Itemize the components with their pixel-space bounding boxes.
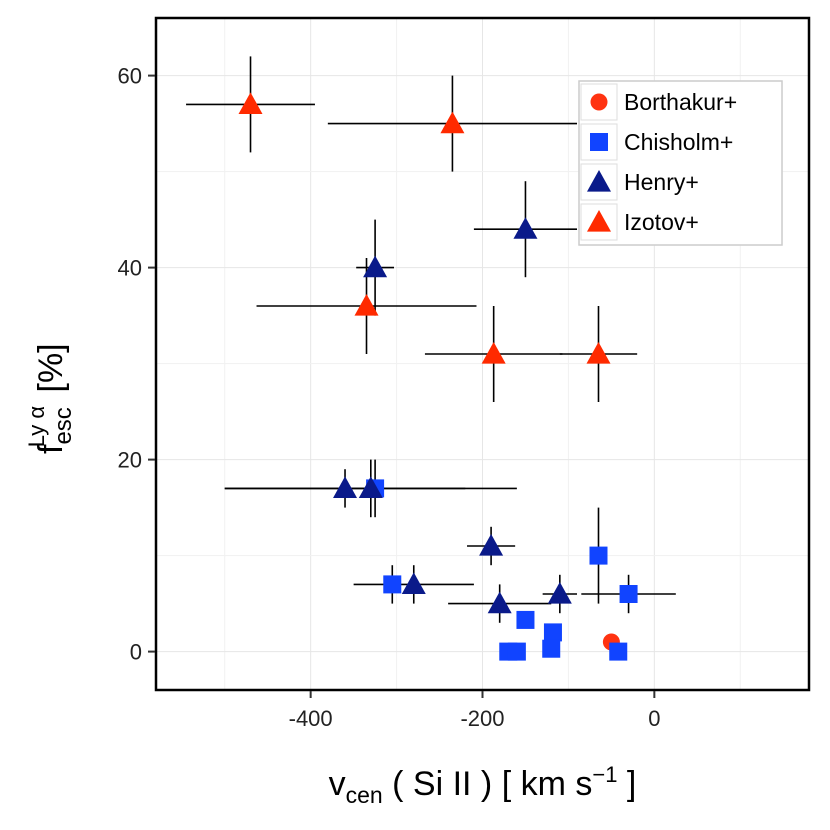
legend-label: Borthakur+ bbox=[624, 89, 737, 115]
data-point bbox=[333, 476, 358, 498]
data-point bbox=[238, 92, 263, 114]
legend-label: Izotov+ bbox=[624, 209, 699, 235]
data-point bbox=[516, 610, 535, 629]
axes: -400 -200 0 0 20 40 60 bbox=[118, 64, 661, 731]
y-axis-label: fescLy α [%] bbox=[24, 343, 77, 454]
legend-marker bbox=[590, 133, 608, 151]
legend-key-box bbox=[580, 83, 618, 121]
y-tick-label: 60 bbox=[118, 64, 142, 89]
legend-marker bbox=[587, 170, 611, 192]
data-point bbox=[401, 572, 426, 594]
data-point bbox=[481, 342, 506, 364]
legend-marker bbox=[587, 210, 611, 232]
legend: Borthakur+ Chisholm+ Henry+ Izotov+ bbox=[578, 80, 783, 246]
data-point bbox=[542, 639, 561, 658]
data-point bbox=[507, 642, 526, 661]
data-point bbox=[383, 575, 402, 594]
x-tick-label: -200 bbox=[460, 706, 504, 731]
legend-label: Henry+ bbox=[624, 169, 699, 195]
x-tick-label: 0 bbox=[648, 706, 660, 731]
data-point bbox=[363, 255, 388, 278]
data-point bbox=[354, 294, 379, 316]
y-tick-label: 40 bbox=[118, 256, 142, 281]
y-tick-label: 20 bbox=[118, 448, 142, 473]
data-point bbox=[440, 111, 465, 134]
data-point bbox=[547, 582, 572, 604]
data-point bbox=[609, 642, 628, 661]
data-point bbox=[589, 546, 608, 565]
y-tick-label: 0 bbox=[130, 640, 142, 665]
data-point bbox=[586, 342, 611, 364]
data-point bbox=[487, 591, 512, 614]
legend-label: Chisholm+ bbox=[624, 129, 733, 155]
x-tick-label: -400 bbox=[289, 706, 333, 731]
data-point bbox=[358, 476, 383, 498]
legend-marker bbox=[590, 93, 608, 111]
plot-frame bbox=[154, 16, 811, 692]
x-axis-label: vcen ( Si II ) [ km s−1 ] bbox=[329, 762, 637, 808]
data-point bbox=[543, 623, 562, 642]
data-point bbox=[479, 534, 504, 556]
data-markers bbox=[238, 92, 638, 661]
data-point bbox=[513, 217, 538, 239]
data-point bbox=[619, 585, 638, 603]
